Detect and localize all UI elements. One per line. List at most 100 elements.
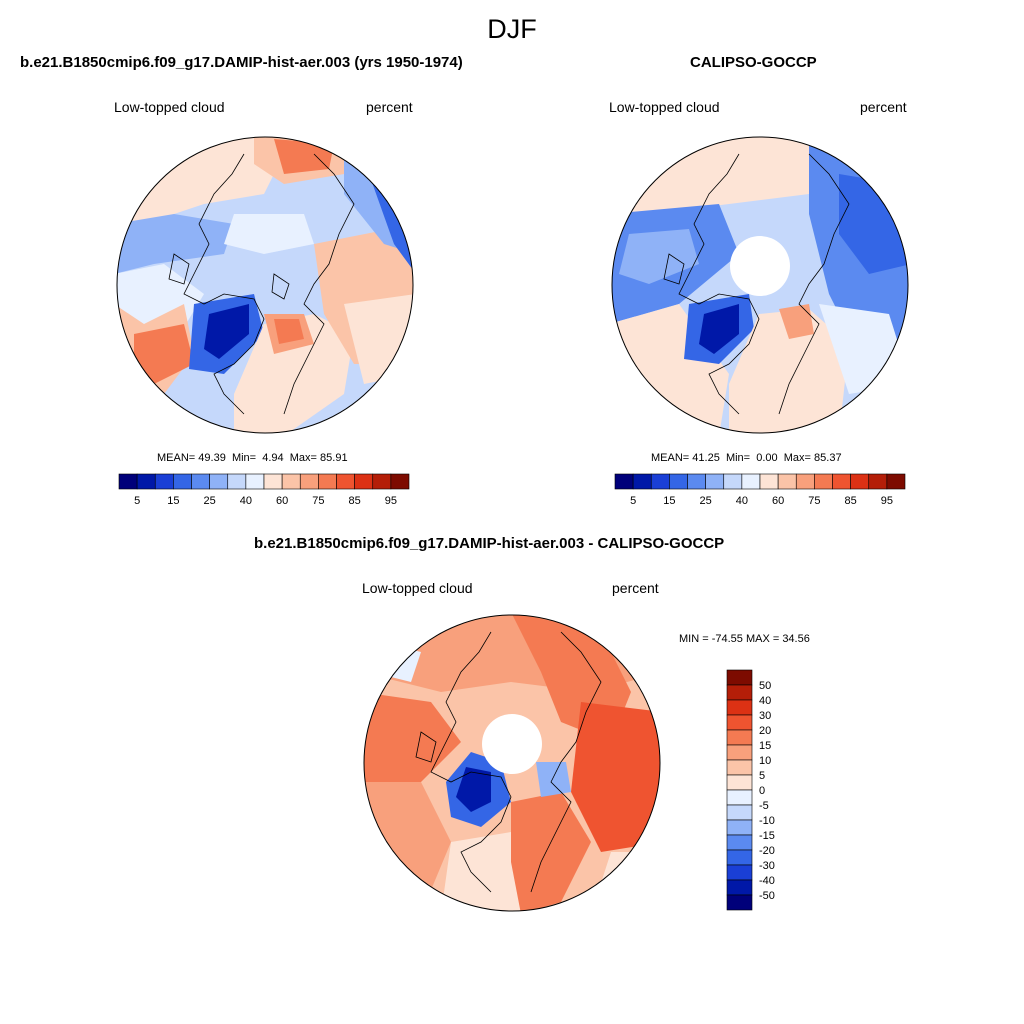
model-coastlines xyxy=(168,153,355,415)
obs-colorbar-swatch xyxy=(705,473,725,490)
model-colorbar-swatch xyxy=(299,473,319,490)
diff-colorbar-swatch xyxy=(726,729,753,746)
model-field-shading xyxy=(117,137,413,433)
obs-max-value: 85.37 xyxy=(814,452,842,464)
obs-panel-title: CALIPSO-GOCCP xyxy=(690,54,817,71)
model-panel-title: b.e21.B1850cmip6.f09_g17.DAMIP-hist-aer.… xyxy=(20,54,463,71)
model-colorbar-tick-label: 40 xyxy=(240,495,252,507)
diff-colorbar-swatch xyxy=(726,774,753,791)
diff-colorbar-swatch xyxy=(726,744,753,761)
diff-map-boundary xyxy=(363,614,661,912)
model-colorbar: 5 15 25 40 60 75 85 95 xyxy=(118,473,410,507)
diff-colorbar-tick-label: -40 xyxy=(759,875,775,887)
model-field-label: Low-topped cloud xyxy=(114,99,225,115)
model-colorbar-swatch xyxy=(354,473,374,490)
obs-field-label: Low-topped cloud xyxy=(609,99,720,115)
model-max-value: 85.91 xyxy=(320,452,348,464)
model-colorbar-swatch xyxy=(209,473,229,490)
diff-colorbar-tick-label: -10 xyxy=(759,815,775,827)
diff-colorbar-tick-label: 5 xyxy=(759,770,765,782)
diff-colorbar-tick-label: 0 xyxy=(759,785,765,797)
diff-colorbar-swatch xyxy=(726,804,753,821)
obs-map-boundary xyxy=(611,136,909,434)
diff-colorbar-swatch xyxy=(726,699,753,716)
obs-mean-label: MEAN= xyxy=(651,452,690,464)
diff-units-label: percent xyxy=(612,580,659,596)
model-colorbar-tick-label: 75 xyxy=(312,495,324,507)
obs-colorbar-tick-label: 85 xyxy=(845,495,857,507)
obs-colorbar-tick-label: 5 xyxy=(630,495,636,507)
diff-colorbar-tick-label: 50 xyxy=(759,680,771,692)
diff-panel-title: b.e21.B1850cmip6.f09_g17.DAMIP-hist-aer.… xyxy=(254,535,725,552)
diff-colorbar-tick-label: 30 xyxy=(759,710,771,722)
model-mean-label: MEAN= xyxy=(157,452,196,464)
model-colorbar-swatch xyxy=(263,473,283,490)
obs-colorbar-swatch xyxy=(814,473,833,490)
model-colorbar-tick-label: 60 xyxy=(276,495,288,507)
model-colorbar-swatch xyxy=(173,473,192,490)
model-colorbar-swatch xyxy=(136,473,156,490)
obs-min-value: 0.00 xyxy=(756,452,778,464)
model-colorbar-swatch xyxy=(227,473,247,490)
diff-polar-data-gap xyxy=(482,714,542,774)
diff-colorbar-swatch xyxy=(726,684,753,701)
diff-coastlines xyxy=(415,631,602,893)
model-colorbar-swatch xyxy=(336,473,355,490)
model-colorbar-swatch xyxy=(154,473,174,490)
diff-colorbar-swatch xyxy=(726,894,753,911)
obs-colorbar-swatch xyxy=(741,473,761,490)
diff-colorbar-swatch xyxy=(726,759,753,776)
model-colorbar-tick-label: 25 xyxy=(204,495,216,507)
obs-colorbar-tick-label: 75 xyxy=(808,495,820,507)
model-stats: MEAN= 49.39 Min= 4.94 Max= 85.91 xyxy=(157,452,348,464)
obs-colorbar-swatch xyxy=(723,473,743,490)
obs-min-label: Min= xyxy=(725,452,751,464)
model-colorbar-tick-label: 15 xyxy=(167,495,179,507)
model-min-value: 4.94 xyxy=(262,452,284,464)
diff-colorbar-swatch xyxy=(726,669,753,686)
diff-minmax: MIN = -74.55 MAX = 34.56 xyxy=(679,633,810,645)
diff-colorbar-swatch xyxy=(726,714,753,731)
diff-polar-map xyxy=(363,614,661,912)
model-colorbar-swatch xyxy=(245,473,265,490)
obs-max-label: Max= xyxy=(783,452,811,464)
obs-colorbar-swatch xyxy=(669,473,688,490)
model-colorbar-swatch xyxy=(191,473,210,490)
model-units-label: percent xyxy=(366,99,413,115)
obs-colorbar-swatch xyxy=(650,473,670,490)
model-colorbar-swatch xyxy=(118,473,138,490)
model-colorbar-swatch xyxy=(281,473,301,490)
obs-polar-data-gap xyxy=(730,236,790,296)
diff-colorbar-swatch xyxy=(726,834,753,851)
diff-colorbar-tick-label: -50 xyxy=(759,890,775,902)
diff-colorbar-swatch xyxy=(726,879,753,896)
diff-colorbar-tick-label: -5 xyxy=(759,800,769,812)
model-colorbar-swatch xyxy=(372,473,392,490)
obs-colorbar-swatch xyxy=(832,473,851,490)
obs-colorbar-swatch xyxy=(795,473,815,490)
diff-colorbar-swatch xyxy=(726,819,753,836)
obs-colorbar: 5 15 25 40 60 75 85 95 xyxy=(614,473,906,507)
model-mean-value: 49.39 xyxy=(198,452,226,464)
diff-colorbar-swatch xyxy=(726,864,753,881)
obs-polar-map xyxy=(611,136,909,434)
diff-colorbar-tick-label: 20 xyxy=(759,725,771,737)
obs-colorbar-swatch xyxy=(868,473,888,490)
diff-field-label: Low-topped cloud xyxy=(362,580,473,596)
obs-colorbar-swatch xyxy=(777,473,797,490)
obs-colorbar-tick-label: 15 xyxy=(663,495,675,507)
model-colorbar-tick-label: 95 xyxy=(385,495,397,507)
diff-colorbar-tick-label: 15 xyxy=(759,740,771,752)
obs-colorbar-swatch xyxy=(850,473,870,490)
diff-colorbar-tick-label: -15 xyxy=(759,830,775,842)
diff-colorbar-swatch xyxy=(726,789,753,806)
obs-colorbar-swatch xyxy=(632,473,652,490)
model-min-label: Min= xyxy=(231,452,257,464)
obs-colorbar-tick-label: 40 xyxy=(736,495,748,507)
obs-units-label: percent xyxy=(860,99,907,115)
obs-colorbar-tick-label: 95 xyxy=(881,495,893,507)
obs-colorbar-swatch xyxy=(886,473,906,490)
model-colorbar-tick-label: 85 xyxy=(349,495,361,507)
obs-colorbar-swatch xyxy=(614,473,634,490)
